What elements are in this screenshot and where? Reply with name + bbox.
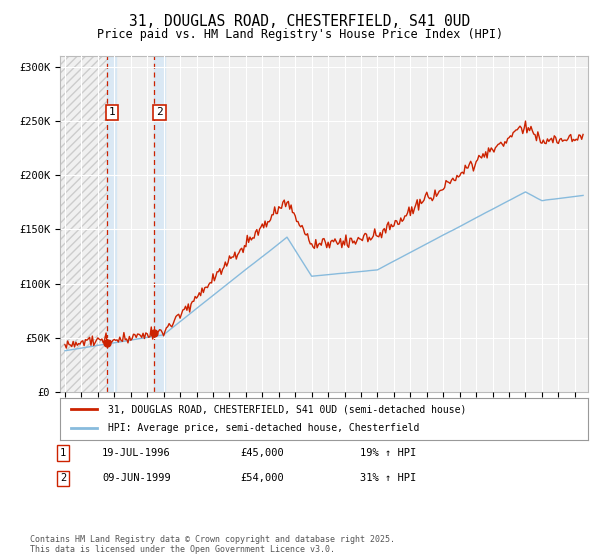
- Text: 31, DOUGLAS ROAD, CHESTERFIELD, S41 0UD: 31, DOUGLAS ROAD, CHESTERFIELD, S41 0UD: [130, 14, 470, 29]
- Bar: [107, 56, 116, 392]
- Text: HPI: Average price, semi-detached house, Chesterfield: HPI: Average price, semi-detached house,…: [107, 423, 419, 433]
- Text: 2: 2: [156, 108, 163, 118]
- Text: 1: 1: [60, 448, 66, 458]
- Text: 31% ↑ HPI: 31% ↑ HPI: [360, 473, 416, 483]
- Text: 19-JUL-1996: 19-JUL-1996: [102, 448, 171, 458]
- Text: 19% ↑ HPI: 19% ↑ HPI: [360, 448, 416, 458]
- Text: Contains HM Land Registry data © Crown copyright and database right 2025.
This d: Contains HM Land Registry data © Crown c…: [30, 535, 395, 554]
- Text: 09-JUN-1999: 09-JUN-1999: [102, 473, 171, 483]
- Text: £45,000: £45,000: [240, 448, 284, 458]
- Text: £54,000: £54,000: [240, 473, 284, 483]
- Text: 2: 2: [60, 473, 66, 483]
- Text: 1: 1: [109, 108, 115, 118]
- Text: 31, DOUGLAS ROAD, CHESTERFIELD, S41 0UD (semi-detached house): 31, DOUGLAS ROAD, CHESTERFIELD, S41 0UD …: [107, 404, 466, 414]
- Text: Price paid vs. HM Land Registry's House Price Index (HPI): Price paid vs. HM Land Registry's House …: [97, 28, 503, 41]
- Bar: [154, 56, 165, 392]
